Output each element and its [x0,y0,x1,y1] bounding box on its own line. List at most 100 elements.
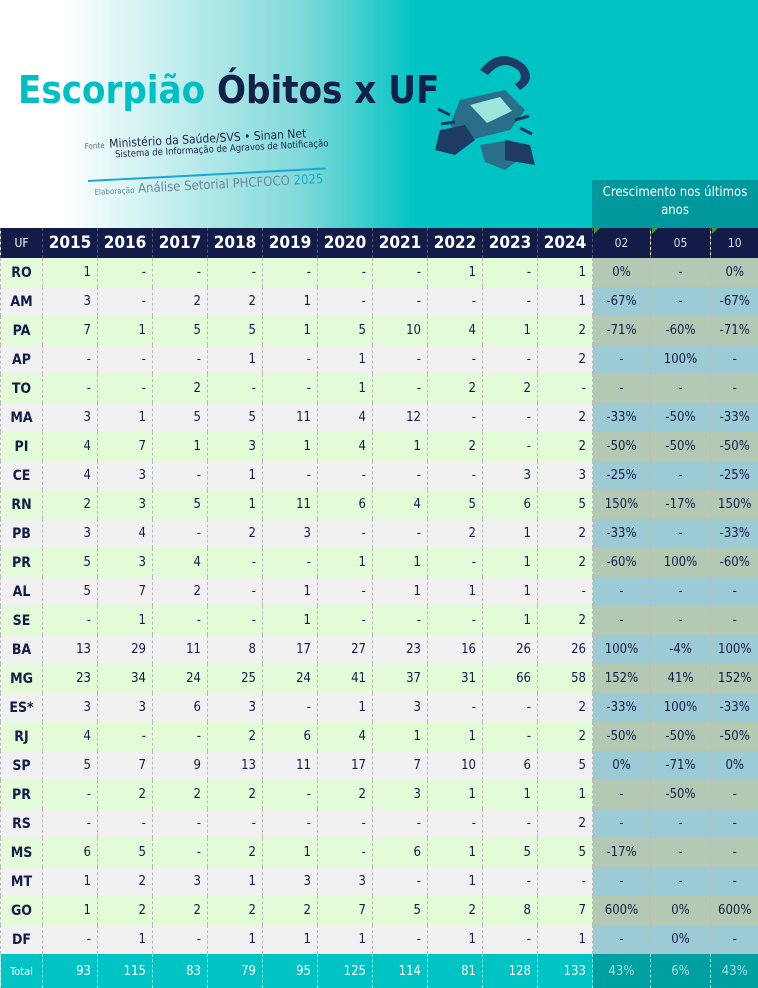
value-cell: 11 [262,403,318,432]
value-cell: 7 [372,751,428,780]
growth-cell: - [710,374,758,403]
growth-cell: -17% [650,490,711,519]
value-cell: - [207,548,263,577]
value-cell: - [152,461,208,490]
growth-cell: - [650,258,711,287]
uf-cell: RJ [0,722,43,751]
value-cell: 1 [537,780,593,809]
table-row: PR 5 3 4- -1 1-1 2 -60% 100% -60% [0,548,758,577]
value-cell: 1 [482,316,538,345]
value-cell: - [152,838,208,867]
value-cell: 1 [42,258,98,287]
value-cell: 2 [537,432,593,461]
value-cell: 2 [207,722,263,751]
column-header: 05 [650,228,711,258]
table-row: BA 13 29 11 8 17 27 23 16 26 26 100% -4% 100% [0,635,758,664]
value-cell: 3 [97,461,153,490]
growth-cell: -50% [710,432,758,461]
value-cell: 27 [317,635,373,664]
value-cell: 4 [317,403,373,432]
growth-cell: -71% [592,316,651,345]
value-cell: 114 [372,954,428,988]
value-cell: 1 [262,925,318,954]
value-cell: 13 [207,751,263,780]
value-cell: - [427,693,483,722]
value-cell: 4 [42,722,98,751]
growth-cell: -33% [710,403,758,432]
value-cell: - [482,345,538,374]
growth-cell: -33% [710,519,758,548]
value-cell: 3 [42,403,98,432]
value-cell: 3 [207,432,263,461]
value-cell: 7 [97,432,153,461]
value-cell: 8 [207,635,263,664]
growth-cell: 41% [650,664,711,693]
growth-cell: - [650,838,711,867]
value-cell: 125 [317,954,373,988]
growth-cell: -33% [710,693,758,722]
value-cell: - [152,345,208,374]
column-header: 2015 [42,228,98,258]
growth-cell: -60% [650,316,711,345]
value-cell: 1 [262,606,318,635]
value-cell: 2 [537,606,593,635]
value-cell: 11 [152,635,208,664]
growth-cell: -50% [592,722,651,751]
value-cell: 5 [152,490,208,519]
table-row: MA 3 1 5 5 11 4 12- -2 -33% -50% -33% [0,403,758,432]
growth-cell: - [592,925,651,954]
growth-cell: -50% [650,432,711,461]
growth-cell: -17% [592,838,651,867]
table-row: CE 4 3-1- - - -3 3 -25% - -25% [0,461,758,490]
value-cell: 6 [317,490,373,519]
value-cell: - [427,345,483,374]
value-cell: 1 [427,867,483,896]
value-cell: 37 [372,664,428,693]
uf-cell: RN [0,490,43,519]
value-cell: 3 [372,693,428,722]
value-cell: - [317,809,373,838]
value-cell: 10 [427,751,483,780]
value-cell: - [427,461,483,490]
growth-cell: - [650,809,711,838]
value-cell: 1 [262,838,318,867]
growth-cell: 43% [710,954,758,988]
value-cell: - [152,809,208,838]
value-cell: - [207,577,263,606]
value-cell: - [207,374,263,403]
value-cell: 1 [207,490,263,519]
growth-cell: -71% [710,316,758,345]
value-cell: - [482,809,538,838]
growth-cell: 600% [592,896,651,925]
value-cell: - [482,722,538,751]
value-cell: 3 [372,780,428,809]
value-cell: 5 [482,838,538,867]
value-cell: - [152,519,208,548]
value-cell: 25 [207,664,263,693]
value-cell: - [97,722,153,751]
value-cell: 2 [207,780,263,809]
uf-cell: MT [0,867,43,896]
value-cell: 1 [537,258,593,287]
table-row: SE -1- -1- - -1 2- - - [0,606,758,635]
value-cell: 5 [42,548,98,577]
value-cell: - [152,606,208,635]
value-cell: 3 [97,548,153,577]
value-cell: 58 [537,664,593,693]
table-row: RS - - - - - - - - -2- - - [0,809,758,838]
growth-cell: -25% [592,461,651,490]
uf-cell: PR [0,780,43,809]
value-cell: 95 [262,954,318,988]
value-cell: 1 [207,867,263,896]
value-cell: 5 [537,490,593,519]
value-cell: - [207,809,263,838]
column-header: 2016 [97,228,153,258]
value-cell: 2 [482,374,538,403]
value-cell: 1 [152,432,208,461]
value-cell: 17 [317,751,373,780]
value-cell: - [97,258,153,287]
value-cell: - [427,809,483,838]
value-cell: 4 [42,432,98,461]
uf-cell: AP [0,345,43,374]
growth-cell: 100% [650,548,711,577]
